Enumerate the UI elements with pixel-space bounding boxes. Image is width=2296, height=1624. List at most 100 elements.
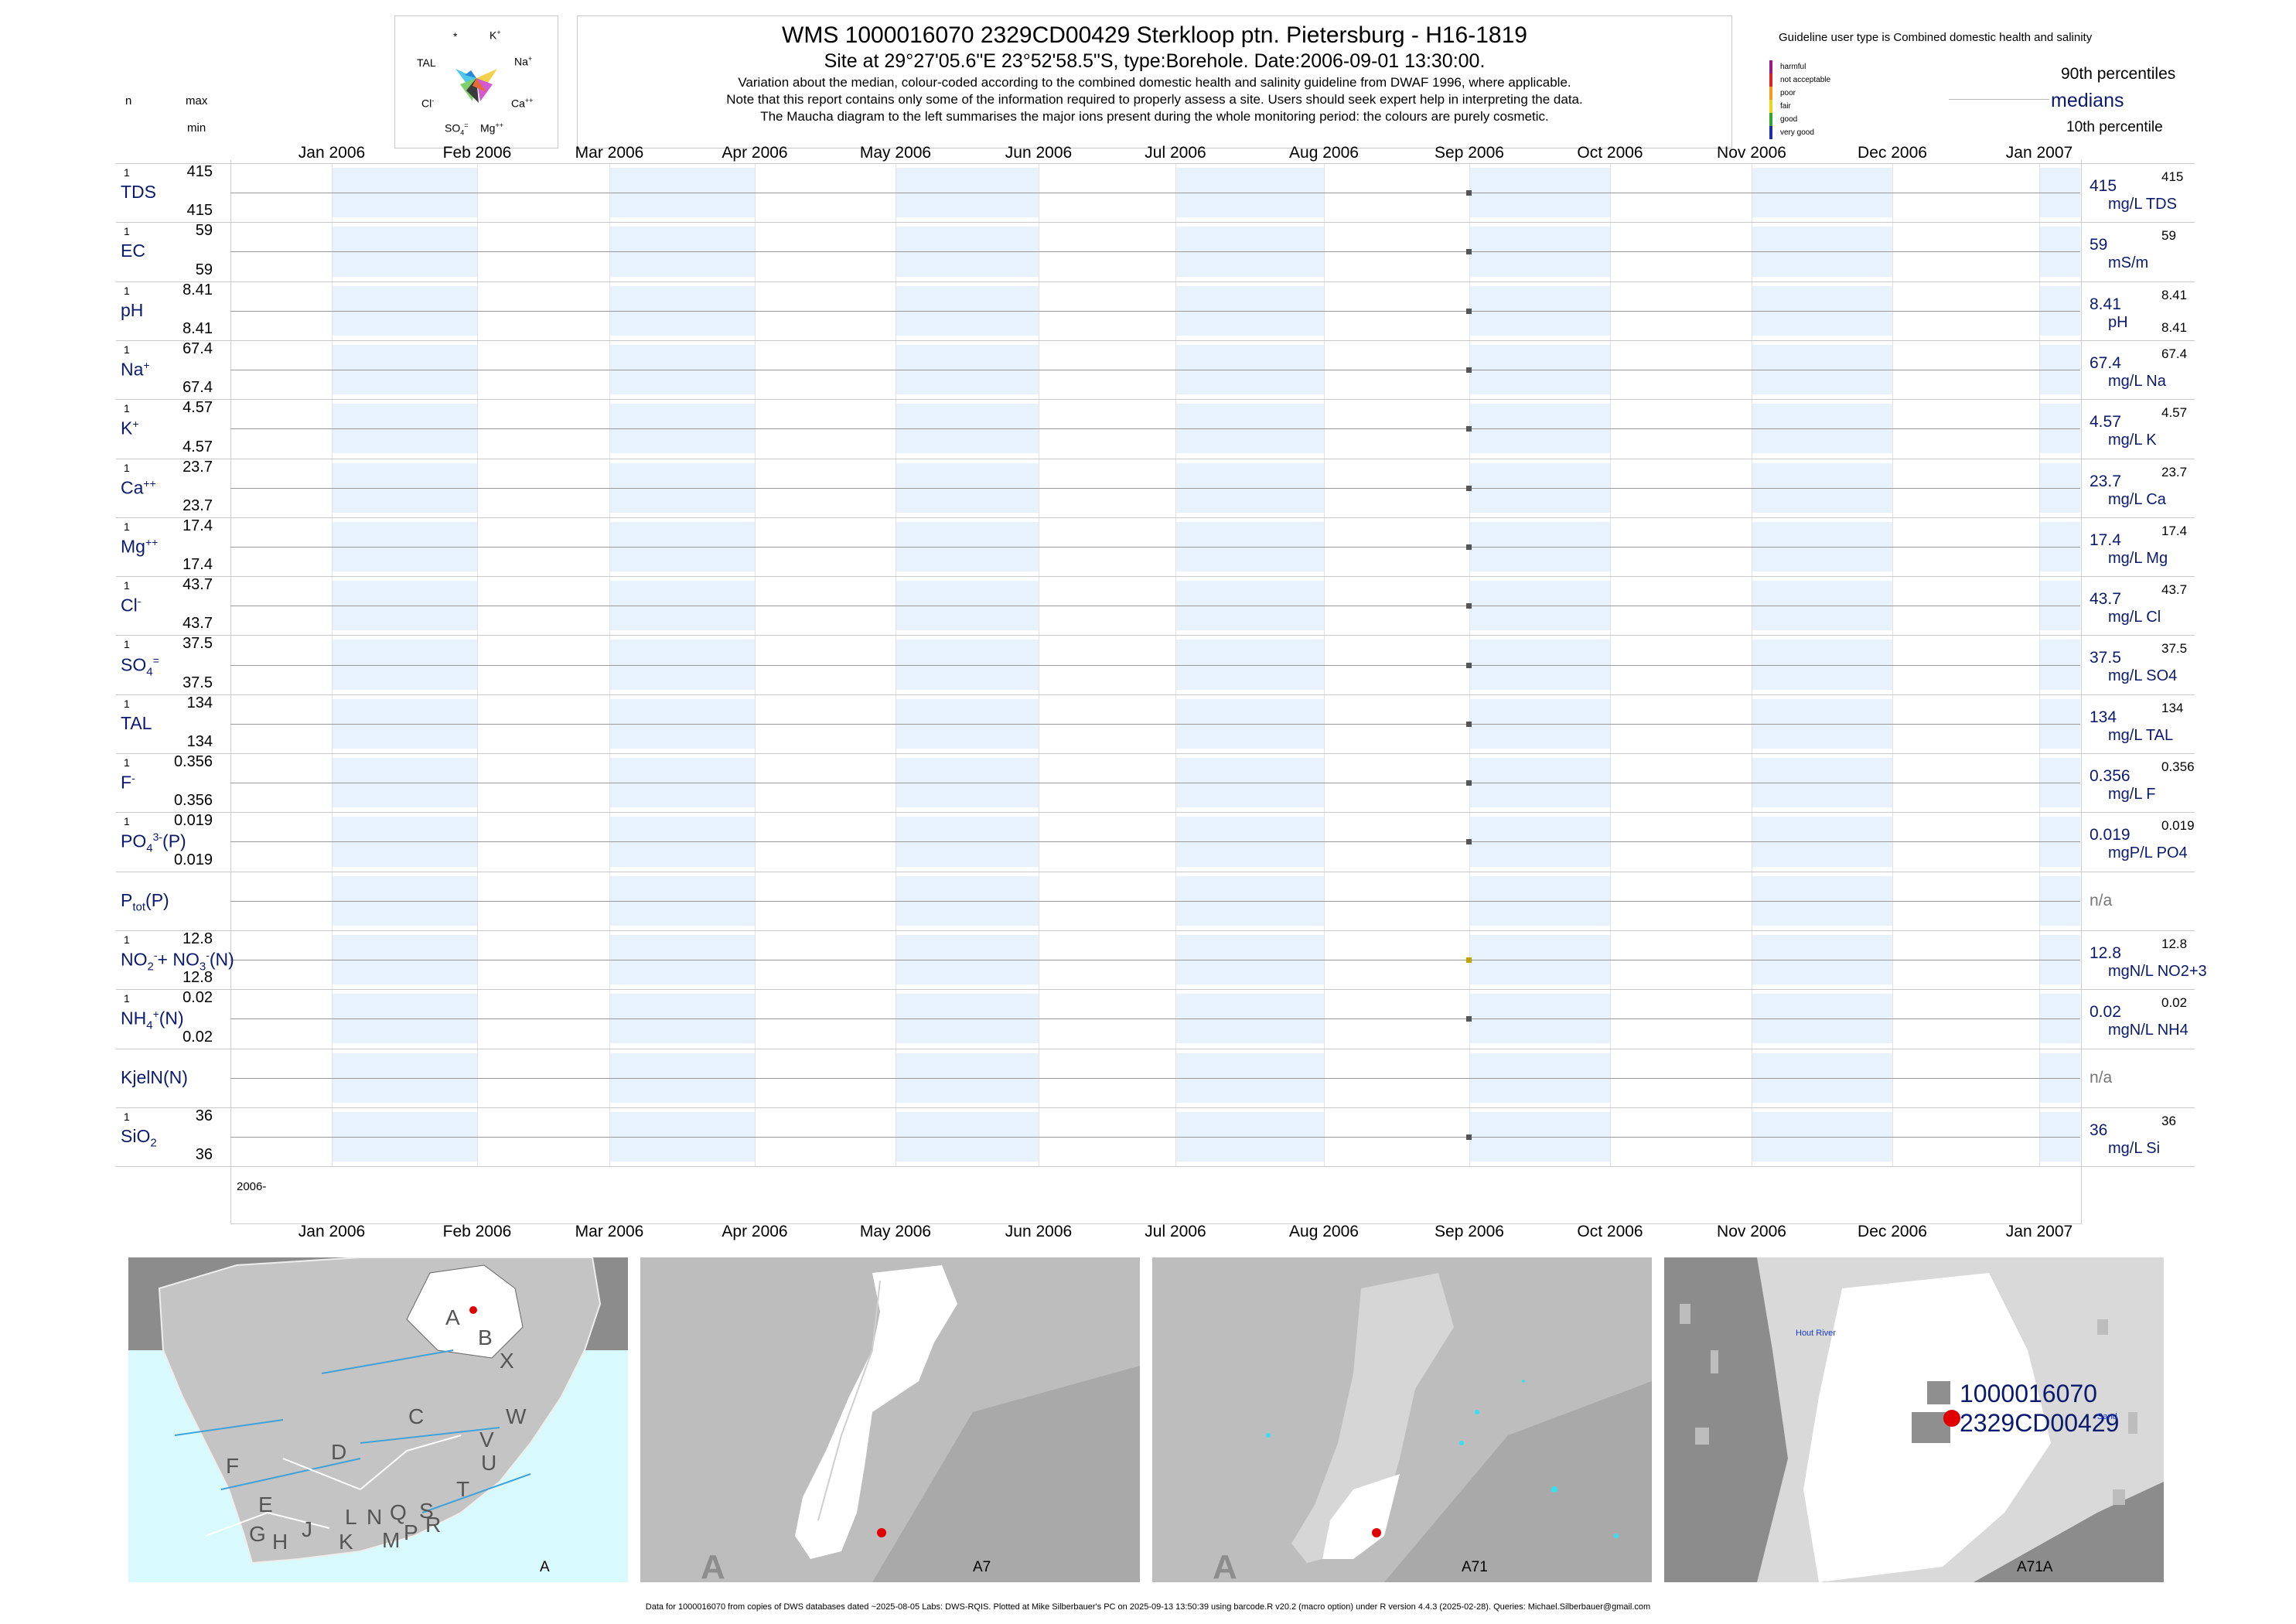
map-a7: A A7	[640, 1257, 1140, 1582]
month-shade	[1469, 994, 1610, 1044]
month-label-bottom: Jun 2006	[1005, 1223, 1073, 1240]
row-median-value: 43.7	[2090, 590, 2121, 609]
month-label-bottom: May 2006	[859, 1223, 932, 1240]
row-median-value: 67.4	[2090, 353, 2121, 372]
month-shade	[332, 934, 477, 985]
row-median-value: 36	[2090, 1121, 2108, 1139]
header-min: min	[187, 121, 206, 135]
header-n: n	[125, 94, 132, 107]
sample-point	[1465, 721, 1472, 727]
maucha-k: K+	[490, 29, 501, 42]
median-line	[230, 841, 2080, 843]
guideline-class-label: not acceptable	[1780, 76, 1831, 84]
month-label-bottom: Sep 2006	[1435, 1223, 1504, 1240]
row-median-value: 415	[2090, 177, 2117, 195]
month-shade	[1752, 285, 1892, 336]
row-n: 1	[124, 579, 130, 592]
row-parameter-name: SO4=	[121, 653, 159, 678]
row-median-value: 0.02	[2090, 1003, 2121, 1022]
month-shade	[1175, 698, 1324, 749]
catchment-letter: G	[249, 1522, 266, 1546]
row-unit: mg/L Ca	[2108, 490, 2166, 508]
month-shade	[1752, 994, 1892, 1044]
map4-place-2: Sand	[2097, 1412, 2117, 1421]
row-unit: mg/L TAL	[2108, 726, 2174, 744]
row-parameter-name: F-	[121, 772, 135, 793]
row-max: 12.8	[183, 930, 213, 947]
row-p90: 43.7	[2161, 582, 2188, 598]
month-shade	[1752, 404, 1892, 454]
row-unit: mg/L F	[2108, 786, 2156, 803]
row-parameter-name: Cl-	[121, 595, 142, 616]
month-shade	[2039, 404, 2080, 454]
catchment-letter: V	[479, 1428, 494, 1452]
a71-site-marker	[1372, 1528, 1381, 1537]
row-parameter-name: Ptot(P)	[121, 889, 169, 914]
maucha-star: *	[453, 30, 458, 43]
sample-point	[1465, 957, 1472, 964]
row-p90: 4.57	[2161, 405, 2188, 421]
row-unit: mg/L SO4	[2108, 667, 2178, 685]
month-shade	[1752, 640, 1892, 690]
p90-label: 90th percentiles	[2061, 65, 2176, 83]
sample-point	[1465, 308, 1472, 314]
row-max: 4.57	[183, 399, 213, 417]
row-min: 0.356	[173, 792, 213, 810]
time-series-chart: Jan 2006 Jan 2006 Feb 2006 Feb 2006 Mar 2006…	[116, 144, 2207, 1240]
month-label-top: Oct 2006	[1577, 144, 1643, 162]
guideline-swatch	[1769, 87, 1772, 100]
month-shade	[1175, 344, 1324, 395]
median-line	[230, 487, 2080, 489]
median-line	[230, 723, 2080, 725]
sample-point	[1465, 367, 1472, 374]
month-shade	[609, 285, 755, 336]
p10-label: 10th percentile	[2066, 119, 2163, 135]
guideline-swatch	[1769, 113, 1772, 126]
month-shade	[896, 640, 1039, 690]
row-parameter-name: TAL	[121, 712, 152, 733]
a71a-site-marker	[1943, 1410, 1960, 1427]
month-shade	[896, 404, 1039, 454]
row-min: 0.019	[173, 851, 213, 868]
guideline-swatch	[1769, 100, 1772, 113]
catchment-letter: H	[272, 1530, 288, 1554]
row-unit: mg/L K	[2108, 432, 2157, 449]
row-unit: pH	[2108, 313, 2128, 331]
row-p90: 23.7	[2161, 464, 2188, 479]
month-label-bottom: Oct 2006	[1577, 1223, 1643, 1240]
guideline-swatch	[1769, 126, 1772, 139]
catchment-letter: Q	[390, 1500, 407, 1524]
row-separator	[116, 1107, 2195, 1108]
row-max: 0.356	[173, 753, 213, 770]
month-shade	[1752, 875, 1892, 926]
month-label-top: Jun 2006	[1005, 144, 1073, 162]
year-label: 2006-	[237, 1180, 267, 1193]
row-min: 43.7	[183, 615, 213, 633]
row-median-value: 0.356	[2090, 767, 2131, 785]
footer-note: Data for 1000016070 from copies of DWS d…	[645, 1602, 1651, 1612]
row-parameter-name: SiO2	[121, 1125, 157, 1150]
month-label-top: Jul 2006	[1145, 144, 1206, 162]
plot-frame	[230, 160, 2082, 1224]
catchment-letter: L	[345, 1505, 357, 1529]
maucha-ca: Ca++	[511, 97, 534, 110]
row-median-value: 8.41	[2090, 295, 2121, 313]
month-label-top: Apr 2006	[722, 144, 788, 162]
row-p90: 36	[2161, 1113, 2176, 1128]
month-shade	[2039, 934, 2080, 985]
map2-big-letter: A	[701, 1548, 725, 1582]
map2-label: A7	[973, 1559, 991, 1575]
month-shade	[609, 581, 755, 631]
row-min: 17.4	[183, 556, 213, 574]
guideline-legend: harmful not acceptable poor fair good very go…	[1769, 60, 1878, 141]
sample-point	[1465, 662, 1472, 668]
month-shade	[1175, 994, 1324, 1044]
row-parameter-name: EC	[121, 241, 145, 261]
month-shade	[1469, 581, 1610, 631]
row-parameter-name: Mg++	[121, 535, 159, 557]
catchment-letter: P	[404, 1520, 418, 1544]
month-label-bottom: Apr 2006	[722, 1223, 788, 1240]
catchment-letter: D	[331, 1440, 347, 1464]
row-max: 43.7	[183, 576, 213, 594]
row-min: 8.41	[183, 319, 213, 337]
